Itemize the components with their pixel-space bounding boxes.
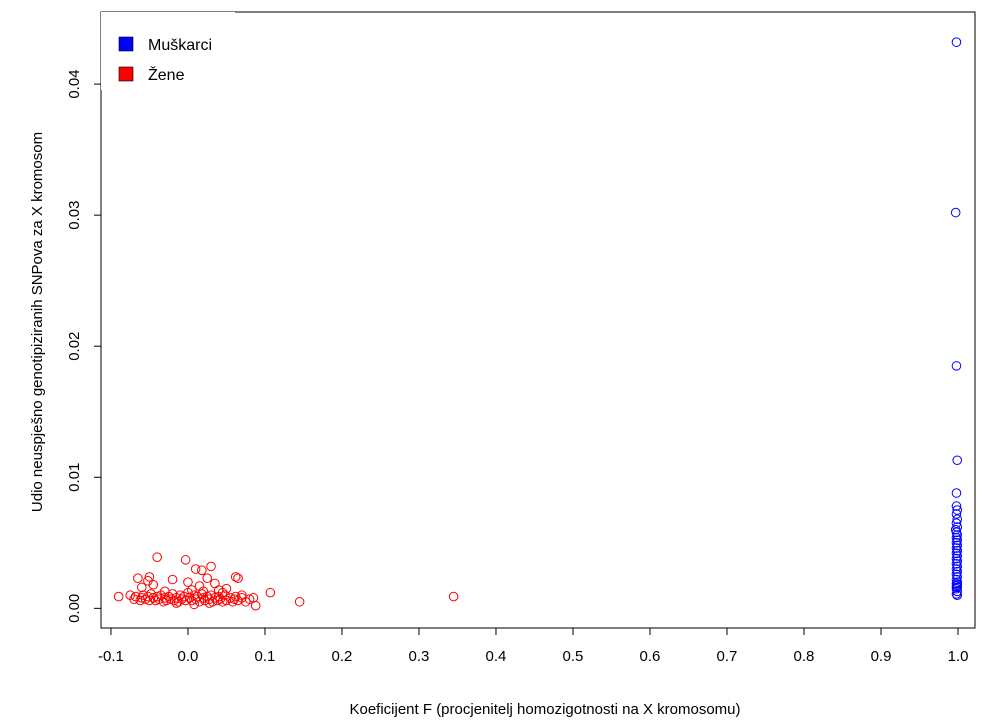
point-zene [152, 591, 162, 602]
x-tick-label: 0.8 [794, 648, 815, 665]
point-zene [190, 564, 201, 574]
point-muskarci [951, 488, 962, 498]
point-zene [244, 594, 255, 604]
point-zene [160, 593, 170, 603]
point-zene [143, 591, 153, 602]
point-zene [148, 579, 159, 590]
point-muskarci [952, 514, 963, 525]
point-muskarci [951, 37, 962, 47]
legend-label-muskarci: Muškarci [148, 37, 212, 54]
legend-swatch-muskarci [118, 36, 134, 52]
x-tick-label: 0.1 [255, 648, 276, 665]
point-zene [183, 577, 193, 587]
point-zene [294, 596, 305, 607]
point-zene [113, 591, 124, 602]
point-zene [265, 587, 276, 598]
point-zene [448, 591, 459, 602]
point-zene [237, 590, 247, 601]
point-zene [173, 596, 184, 607]
point-zene [204, 598, 215, 608]
y-tick-label: 0.04 [66, 69, 83, 98]
y-tick-label: 0.01 [66, 463, 83, 492]
point-muskarci [951, 501, 962, 511]
point-zene [206, 561, 216, 572]
point-muskarci [951, 581, 962, 591]
point-zene [160, 586, 170, 597]
legend: Muškarci Žene [101, 12, 235, 90]
x-tick-label: 0.5 [563, 648, 584, 665]
point-zene [233, 573, 243, 583]
point-muskarci [951, 361, 962, 371]
x-tick-label: 0.0 [178, 648, 199, 665]
point-zene [171, 598, 182, 608]
y-tick-label: 0.02 [66, 332, 83, 361]
point-zene [140, 594, 151, 604]
plot-frame [100, 11, 976, 629]
point-muskarci [952, 577, 963, 587]
point-zene [229, 594, 239, 604]
point-muskarci [952, 582, 963, 593]
point-zene [210, 578, 220, 589]
point-zene [133, 573, 143, 583]
x-tick-label: 0.6 [640, 648, 661, 665]
point-muskarci [952, 522, 963, 532]
x-tick-label: 0.7 [717, 648, 738, 665]
point-zene [187, 585, 197, 595]
point-zene [210, 593, 220, 603]
point-zene [152, 552, 162, 563]
x-tick-label: 0.2 [332, 648, 353, 665]
x-tick-label: 1.0 [948, 648, 969, 665]
point-zene [217, 596, 228, 607]
point-zene [129, 594, 139, 604]
point-zene [230, 572, 241, 582]
x-tick-label: -0.1 [98, 648, 124, 665]
point-zene [198, 586, 209, 597]
point-zene [197, 565, 207, 576]
y-tick-label: 0.00 [66, 594, 83, 623]
point-muskarci [951, 578, 962, 589]
point-zene [136, 582, 147, 593]
point-zene [202, 573, 213, 583]
point-zene [180, 555, 191, 565]
x-tick-label: 0.9 [871, 648, 892, 665]
point-zene [220, 590, 230, 601]
point-zene [144, 572, 155, 582]
point-muskarci [951, 509, 962, 519]
point-muskarci [951, 518, 962, 528]
point-muskarci [950, 207, 961, 218]
point-zene [250, 600, 261, 611]
point-muskarci [952, 579, 963, 590]
data-points [113, 37, 963, 611]
point-muskarci [951, 589, 962, 599]
point-zene [167, 574, 178, 585]
axes: -0.1 0.0 0.1 0.2 0.3 0.4 0.5 0.6 0.7 0.8 0.9 1.0 0.0… [66, 69, 968, 665]
x-tick-label: 0.4 [486, 648, 507, 665]
point-zene [189, 599, 199, 610]
y-tick-label: 0.03 [66, 201, 83, 230]
point-muskarci [952, 505, 963, 515]
point-zene [135, 595, 146, 606]
point-zene [204, 594, 215, 604]
point-muskarci [952, 590, 963, 601]
x-tick-label: 0.3 [409, 648, 430, 665]
x-axis-title: Koeficijent F (procjenitelj homozigotnos… [349, 701, 740, 718]
y-axis-title: Udio neuspješno genotipiziranih SNPova z… [29, 132, 46, 512]
legend-label-zene: Žene [148, 65, 185, 84]
point-muskarci [952, 455, 963, 466]
point-zene [217, 587, 228, 598]
legend-swatch-zene [118, 66, 134, 82]
point-zene [227, 596, 238, 607]
point-zene [169, 595, 179, 606]
